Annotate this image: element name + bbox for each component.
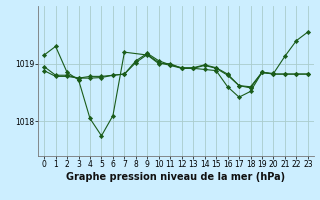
X-axis label: Graphe pression niveau de la mer (hPa): Graphe pression niveau de la mer (hPa) <box>67 172 285 182</box>
